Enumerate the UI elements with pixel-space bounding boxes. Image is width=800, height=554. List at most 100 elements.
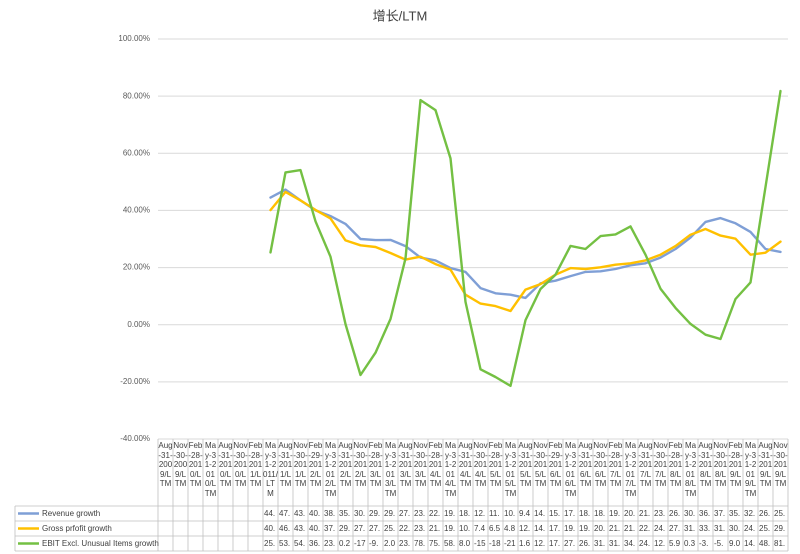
x-tick-label: Feb-28-2010/LTM xyxy=(188,441,203,489)
x-tick-label: Feb-28-2014/LTM xyxy=(428,441,443,489)
table-value: 53. xyxy=(279,539,291,548)
table-value: -3. xyxy=(699,539,709,548)
x-tick-label: Aug-31-2019/LTM xyxy=(758,441,773,489)
table-value: 46. xyxy=(279,524,291,533)
series-line xyxy=(269,188,782,300)
x-tick-label: Aug-31-2012/LTM xyxy=(338,441,353,489)
table-value: 21. xyxy=(624,524,636,533)
table-value: 18. xyxy=(594,509,606,518)
x-tick-label: Aug-31-2011/LTM xyxy=(278,441,293,489)
table-value: 19. xyxy=(564,524,576,533)
x-tick-label: Aug-31-2014/LTM xyxy=(458,441,473,489)
x-tick-label: Nov-30-2009/LTM xyxy=(173,441,188,489)
table-value: 8.0 xyxy=(459,539,471,548)
table-value: 40. xyxy=(309,524,321,533)
x-tick-label: Feb-28-2011/LTM xyxy=(248,441,263,489)
table-value: -17 xyxy=(354,539,366,548)
y-tick-label: 0.00% xyxy=(127,320,150,329)
table-value: 24. xyxy=(744,524,756,533)
x-tick-label: May-31-2016/LTM xyxy=(564,441,577,498)
table-value: 29. xyxy=(369,509,381,518)
x-tick-label: May-31-2015/LTM xyxy=(504,441,517,498)
table-value: 44. xyxy=(264,509,276,518)
x-tick-label: Nov-30-2018/LTM xyxy=(713,441,728,489)
table-value: 25. xyxy=(384,524,396,533)
table-value: 40. xyxy=(264,524,276,533)
table-value: 12. xyxy=(534,539,546,548)
x-tick-label: Aug-31-2018/LTM xyxy=(698,441,713,489)
table-value: 32. xyxy=(744,509,756,518)
x-tick-label: Nov-30-2017/LTM xyxy=(653,441,668,489)
table-value: 23. xyxy=(414,524,426,533)
table-value: 36. xyxy=(309,539,321,548)
table-value: 24. xyxy=(654,524,666,533)
y-tick-label: -40.00% xyxy=(120,434,150,443)
x-tick-label: Feb-29-2016/LTM xyxy=(548,441,563,489)
table-value: 47. xyxy=(279,509,291,518)
y-tick-label: 80.00% xyxy=(123,91,150,100)
table-value: 27. xyxy=(354,524,366,533)
legend-label: Gross prfofit growth xyxy=(42,524,112,533)
x-tick-label: May-31-2011/LTM xyxy=(263,441,278,498)
table-value: 30. xyxy=(729,524,741,533)
x-tick-label: Nov-30-2016/LTM xyxy=(593,441,608,489)
x-tick-label: May-31-2014/LTM xyxy=(444,441,457,498)
table-value: 30. xyxy=(354,509,366,518)
y-tick-label: 20.00% xyxy=(123,263,150,272)
table-value: 10. xyxy=(459,524,471,533)
table-value: 31. xyxy=(714,524,726,533)
x-tick-label: Nov-30-2012/LTM xyxy=(353,441,368,489)
table-value: 17. xyxy=(564,509,576,518)
y-tick-label: 100.00% xyxy=(118,34,150,43)
x-tick-label: Feb-28-2017/LTM xyxy=(608,441,623,489)
table-value: 29. xyxy=(384,509,396,518)
x-tick-label: May-31-2012/LTM xyxy=(324,441,337,498)
table-value: 6.5 xyxy=(489,524,501,533)
table-value: 31. xyxy=(609,539,621,548)
table-value: 31. xyxy=(594,539,606,548)
table-value: 19. xyxy=(579,524,591,533)
series-line xyxy=(269,190,782,313)
x-tick-label: Aug-31-2013/LTM xyxy=(398,441,413,489)
table-value: 35. xyxy=(339,509,351,518)
table-value: 22. xyxy=(639,524,651,533)
table-value: 35. xyxy=(729,509,741,518)
table-value: 20. xyxy=(624,509,636,518)
legend-label: EBIT Excl. Unusual Items growth xyxy=(42,539,159,548)
table-value: 19. xyxy=(444,509,456,518)
table-value: 29. xyxy=(774,524,786,533)
x-tick-label: Aug-31-2016/LTM xyxy=(578,441,593,489)
x-tick-label: Feb-28-2019/LTM xyxy=(728,441,743,489)
table-value: -18 xyxy=(489,539,501,548)
x-tick-label: Nov-30-2011/LTM xyxy=(293,441,308,489)
chart-title: 增长/LTM xyxy=(373,8,428,23)
table-value: 0.3 xyxy=(684,539,696,548)
table-value: 25. xyxy=(759,524,771,533)
table-value: 20. xyxy=(594,524,606,533)
x-tick-label: Nov-30-2019/LTM xyxy=(773,441,788,489)
table-value: 9.0 xyxy=(729,539,741,548)
table-value: 43. xyxy=(294,524,306,533)
x-tick-label: Feb-29-2012/LTM xyxy=(308,441,323,489)
x-tick-label: Feb-28-2018/LTM xyxy=(668,441,683,489)
table-value: 38. xyxy=(324,509,336,518)
x-tick-label: May-31-2013/LTM xyxy=(384,441,397,498)
table-value: 25. xyxy=(774,509,786,518)
table-value: 30. xyxy=(684,509,696,518)
table-value: 5.9 xyxy=(669,539,681,548)
table-value: -21 xyxy=(504,539,516,548)
table-value: 21. xyxy=(639,509,651,518)
table-value: 23. xyxy=(414,509,426,518)
table-value: 10. xyxy=(504,509,516,518)
table-value: 36. xyxy=(699,509,711,518)
x-tick-label: Aug-31-2017/LTM xyxy=(638,441,653,489)
table-value: 17. xyxy=(549,524,561,533)
table-value: 21. xyxy=(609,524,621,533)
table-value: 19. xyxy=(444,524,456,533)
y-tick-label: 60.00% xyxy=(123,148,150,157)
table-value: 48. xyxy=(759,539,771,548)
table-value: 26. xyxy=(579,539,591,548)
table-value: 24. xyxy=(639,539,651,548)
table-value: 22. xyxy=(399,524,411,533)
